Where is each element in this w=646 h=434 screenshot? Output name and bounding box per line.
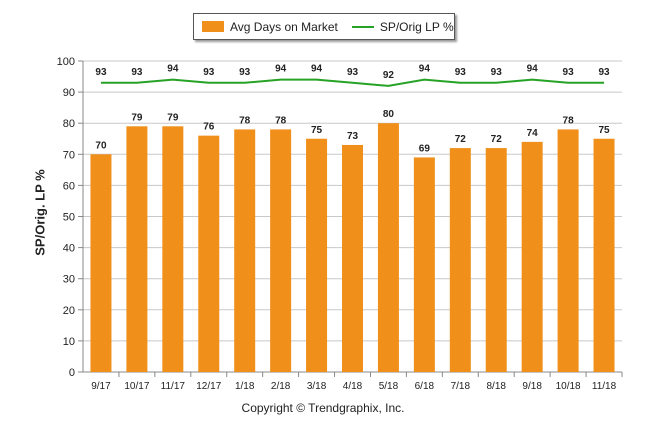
bar xyxy=(270,129,292,372)
x-tick-label: 10/17 xyxy=(124,381,149,392)
line-data-label: 94 xyxy=(419,64,431,75)
bar xyxy=(342,144,363,372)
bar xyxy=(593,138,615,372)
bar xyxy=(90,154,112,372)
bar xyxy=(377,123,399,372)
legend: Avg Days on Market SP/Orig LP % xyxy=(193,13,455,40)
bar-data-label: 75 xyxy=(311,125,323,136)
line-data-label: 94 xyxy=(311,64,323,75)
x-tick-label: 3/18 xyxy=(307,381,327,392)
bar xyxy=(198,135,220,372)
y-tick-label: 50 xyxy=(63,212,75,224)
y-tick-label: 40 xyxy=(63,243,75,255)
bar xyxy=(557,129,579,372)
bar xyxy=(413,157,435,372)
bar xyxy=(306,138,328,372)
legend-swatch-bar xyxy=(202,21,224,32)
y-tick-label: 70 xyxy=(63,149,75,161)
x-tick-label: 4/18 xyxy=(343,381,363,392)
y-tick-label: 30 xyxy=(63,274,75,286)
bar xyxy=(126,126,148,372)
x-tick-label: 2/18 xyxy=(271,381,291,392)
x-tick-label: 5/18 xyxy=(379,381,399,392)
y-tick-label: 0 xyxy=(69,367,75,379)
y-tick-label: 100 xyxy=(57,56,75,68)
legend-swatch-line xyxy=(351,25,374,28)
y-tick-label: 80 xyxy=(63,118,75,130)
legend-item-bar: Avg Days on Market xyxy=(202,20,338,34)
line-data-label: 93 xyxy=(491,67,503,78)
x-tick-label: 11/17 xyxy=(161,381,186,392)
line-data-label: 92 xyxy=(383,70,395,81)
bar-data-label: 70 xyxy=(95,140,107,151)
bar xyxy=(521,141,543,372)
legend-label-line: SP/Orig LP % xyxy=(379,19,454,34)
bar-data-label: 72 xyxy=(455,134,467,145)
line-data-label: 93 xyxy=(95,67,107,78)
bar-data-label: 73 xyxy=(347,131,359,142)
bar-data-label: 79 xyxy=(131,112,143,123)
bar-data-label: 76 xyxy=(203,122,215,133)
bar-data-label: 78 xyxy=(563,115,575,126)
bar-data-label: 80 xyxy=(383,109,395,120)
line-data-label: 93 xyxy=(239,67,251,78)
line-data-label: 94 xyxy=(167,64,179,75)
bar-data-label: 78 xyxy=(275,115,287,126)
x-tick-label: 12/17 xyxy=(196,381,221,392)
line-data-label: 93 xyxy=(131,67,143,78)
x-tick-label: 8/18 xyxy=(486,381,506,392)
line-data-label: 93 xyxy=(347,67,359,78)
bar xyxy=(449,148,471,372)
legend-label-bar: Avg Days on Market xyxy=(230,19,338,34)
bar-data-label: 78 xyxy=(239,115,251,126)
copyright-footer: Copyright © Trendgraphix, Inc. xyxy=(241,401,405,415)
bar-data-label: 69 xyxy=(419,143,431,154)
line-data-label: 94 xyxy=(527,64,539,75)
bar-data-label: 74 xyxy=(527,128,539,139)
legend-item-line: SP/Orig LP % xyxy=(351,19,454,34)
line-data-label: 93 xyxy=(563,67,575,78)
bar xyxy=(162,126,184,372)
y-tick-label: 90 xyxy=(63,87,75,99)
y-tick-label: 60 xyxy=(63,180,75,192)
x-tick-label: 9/17 xyxy=(91,381,111,392)
line-data-label: 93 xyxy=(598,67,610,78)
bar-data-label: 75 xyxy=(598,125,610,136)
x-tick-label: 6/18 xyxy=(415,381,435,392)
line-series xyxy=(100,78,605,87)
bar xyxy=(485,148,507,372)
line-data-label: 93 xyxy=(203,67,215,78)
y-tick-label: 10 xyxy=(63,336,75,348)
x-tick-label: 9/18 xyxy=(522,381,542,392)
y-tick-label: 20 xyxy=(63,305,75,317)
x-tick-label: 7/18 xyxy=(451,381,471,392)
bar xyxy=(234,129,256,372)
x-tick-label: 1/18 xyxy=(235,381,255,392)
line-data-label: 93 xyxy=(455,67,467,78)
line-data-label: 94 xyxy=(275,64,287,75)
x-tick-label: 10/18 xyxy=(556,381,581,392)
x-tick-label: 11/18 xyxy=(592,381,617,392)
bar-data-label: 72 xyxy=(491,134,503,145)
bar-data-label: 79 xyxy=(167,112,179,123)
